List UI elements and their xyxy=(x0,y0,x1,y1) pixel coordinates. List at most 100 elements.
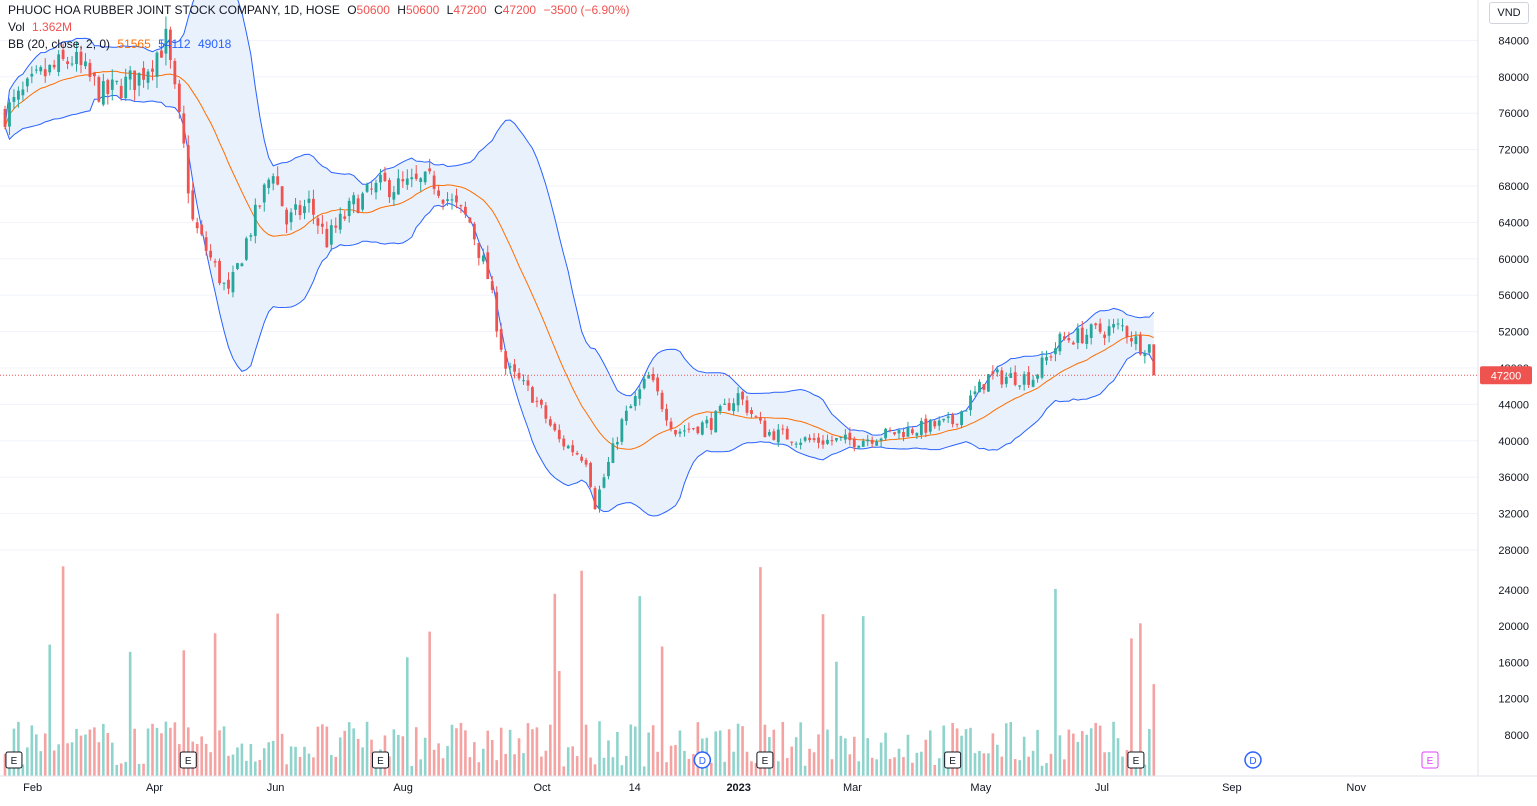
volume-bar xyxy=(638,596,642,776)
candle-body xyxy=(839,437,843,439)
volume-bar xyxy=(741,726,744,776)
time-tick-label: Jul xyxy=(1095,782,1109,794)
time-tick-label: May xyxy=(970,782,991,794)
earnings-marker[interactable] xyxy=(5,751,23,769)
volume-bar xyxy=(406,657,409,776)
candle-body xyxy=(1089,324,1093,338)
candle-body xyxy=(182,113,186,144)
candle-body xyxy=(1152,344,1156,376)
earnings-marker[interactable] xyxy=(756,751,774,769)
candle-body xyxy=(1040,357,1044,378)
candle-body xyxy=(991,371,995,374)
volume-tick-label: 12000 xyxy=(1498,694,1529,706)
volume-bar xyxy=(490,739,494,776)
candle-body xyxy=(535,400,539,402)
candle-body xyxy=(575,453,579,455)
volume-bar xyxy=(759,567,762,776)
candle-body xyxy=(759,418,762,421)
volume-bar xyxy=(763,724,767,776)
candle-body xyxy=(468,217,472,223)
candle-body xyxy=(213,261,217,263)
volume-bar xyxy=(772,729,776,776)
currency-badge[interactable]: VND xyxy=(1489,2,1529,24)
candle-body xyxy=(1130,338,1133,342)
candle-body xyxy=(307,198,311,203)
volume-bar xyxy=(271,740,275,776)
bb-lower-value: 49018 xyxy=(197,37,232,51)
earnings-marker[interactable] xyxy=(944,751,962,769)
candle-body xyxy=(231,272,235,293)
bb-legend[interactable]: BB (20, close, 2, 0) 51565 54112 49018 xyxy=(8,36,235,53)
last-price-badge[interactable] xyxy=(1480,366,1532,385)
volume-bar xyxy=(870,757,874,776)
candle-body xyxy=(347,200,351,217)
candle-body xyxy=(486,252,490,280)
volume-bar xyxy=(79,735,83,776)
volume-bar xyxy=(352,728,355,776)
price-tick-label: 56000 xyxy=(1498,290,1529,302)
volume-bar xyxy=(75,728,78,776)
volume-tick-label: 20000 xyxy=(1498,621,1529,633)
volume-bar xyxy=(942,725,945,776)
candle-body xyxy=(973,391,977,395)
candle-body xyxy=(866,439,870,442)
volume-bar xyxy=(213,633,217,776)
candle-body xyxy=(1013,372,1017,385)
volume-label: Vol xyxy=(8,20,25,34)
volume-bar xyxy=(557,671,561,776)
candle-body xyxy=(66,61,69,64)
volume-bar xyxy=(794,737,798,776)
candle-body xyxy=(1071,342,1075,345)
candle-body xyxy=(960,411,963,426)
candle-body xyxy=(195,222,199,229)
earnings-marker-label: E xyxy=(185,756,192,767)
candle-body xyxy=(964,410,968,412)
candle-body xyxy=(1147,344,1151,353)
volume-bar xyxy=(714,731,718,776)
volume-bar xyxy=(464,730,467,776)
volume-bar xyxy=(969,727,972,776)
volume-bar xyxy=(21,764,25,776)
volume-bar xyxy=(43,733,47,776)
earnings-upcoming-marker[interactable] xyxy=(1421,751,1439,769)
candle-body xyxy=(879,438,883,441)
volume-bar xyxy=(616,732,619,776)
volume-bar xyxy=(808,748,811,776)
volume-bar xyxy=(102,723,105,776)
volume-bar xyxy=(155,727,159,776)
volume-bar xyxy=(611,757,615,776)
candle-body xyxy=(615,442,619,445)
volume-bar xyxy=(696,722,700,776)
volume-bar xyxy=(258,759,262,776)
volume-bar xyxy=(410,765,414,776)
candle-body xyxy=(969,395,972,411)
symbol-title[interactable]: PHUOC HOA RUBBER JOINT STOCK COMPANY, 1D… xyxy=(8,3,340,17)
candle-body xyxy=(978,381,981,393)
candle-body xyxy=(383,172,387,182)
volume-bar xyxy=(1094,722,1097,776)
candle-body xyxy=(57,54,61,72)
candle-body xyxy=(870,439,874,444)
candle-body xyxy=(388,180,391,198)
candle-body xyxy=(316,218,320,226)
earnings-marker[interactable] xyxy=(179,751,197,769)
candle-body xyxy=(222,282,226,284)
dividend-upcoming-marker[interactable] xyxy=(1244,751,1262,769)
volume-bar xyxy=(1103,752,1106,776)
candle-body xyxy=(481,255,485,262)
candle-body xyxy=(861,440,865,447)
earnings-marker[interactable] xyxy=(371,751,389,769)
time-tick-label: 2023 xyxy=(726,782,750,794)
earnings-marker[interactable] xyxy=(1127,751,1145,769)
volume-bar xyxy=(566,747,570,776)
volume-bar xyxy=(298,756,302,776)
candle-body xyxy=(843,434,847,440)
volume-bar xyxy=(142,763,145,776)
candle-body xyxy=(1062,336,1066,339)
dividend-marker[interactable] xyxy=(693,751,712,769)
volume-legend[interactable]: Vol 1.362M xyxy=(8,19,76,36)
candle-body xyxy=(8,102,11,127)
